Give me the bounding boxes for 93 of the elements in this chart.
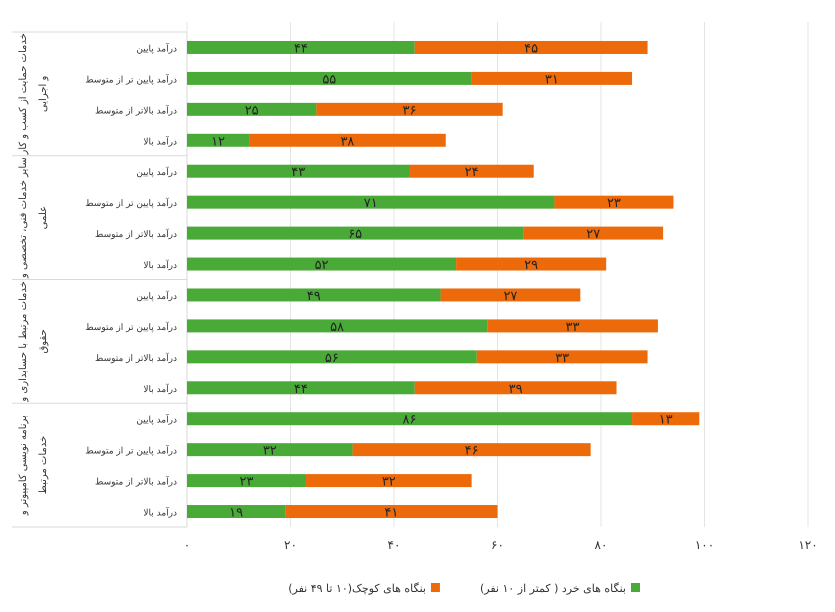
y-tick-label: درآمد بالا — [143, 382, 177, 395]
y-tick-label: درآمد پایین — [136, 42, 177, 54]
data-label: ۳۹ — [508, 382, 523, 397]
bar — [414, 381, 617, 394]
data-label: ۴۶ — [464, 444, 479, 459]
y-tick-label: درآمد بالا — [143, 259, 177, 272]
data-label: ۱۲ — [211, 134, 226, 150]
data-label: ۸۶ — [402, 412, 417, 428]
data-label: ۵۲ — [314, 258, 329, 274]
bar — [316, 102, 503, 116]
data-label: ۱۹ — [229, 506, 244, 521]
x-tick-label: ۰ — [184, 538, 190, 552]
bar — [306, 474, 472, 488]
data-label: ۳۳ — [566, 320, 580, 335]
y-tick-label: درآمد پایین تر از متوسط — [85, 320, 177, 333]
bar — [187, 412, 632, 426]
bar — [249, 134, 446, 147]
data-label: ۲۷ — [503, 288, 518, 304]
x-tick-label: ۶۰ — [491, 538, 504, 552]
data-label: ۳۸ — [340, 134, 354, 150]
data-label: ۵۶ — [324, 350, 339, 366]
y-tick-label: درآمد بالاتر از متوسط — [95, 476, 177, 488]
bar — [187, 505, 286, 518]
y-tick-label: درآمد پایین — [136, 290, 177, 302]
y-tick-label: درآمد پایین تر از متوسط — [85, 197, 177, 210]
bar — [523, 226, 664, 240]
data-label: ۳۲ — [262, 444, 277, 459]
y-tick-label: درآمد بالاتر از متوسط — [95, 228, 177, 240]
y-tick-label: درآمد پایین — [136, 414, 177, 426]
data-label: ۲۵ — [244, 103, 259, 118]
bar — [187, 474, 306, 488]
x-tick-label: ۴۰ — [388, 538, 400, 552]
bar — [187, 196, 554, 209]
y-tick-label: درآمد بالاتر از متوسط — [95, 352, 177, 364]
data-label: ۲۳ — [606, 196, 621, 212]
data-label: ۳۱ — [544, 72, 559, 88]
bar — [187, 226, 524, 240]
bar — [487, 319, 658, 332]
x-tick-label: ۱۰۰ — [694, 538, 714, 552]
data-label: ۲۷ — [586, 227, 600, 242]
text: برنامه نویسی کامپیوتر و خدمات مرتبط — [18, 415, 49, 516]
data-label: ۲۳ — [240, 474, 254, 490]
data-label: ۵۵ — [322, 72, 336, 88]
bar — [187, 381, 415, 394]
bar — [187, 350, 477, 364]
data-label: ۳۶ — [402, 103, 417, 118]
bar — [187, 134, 250, 147]
text: سایر خدمات فنی، تخصصی و علمی — [18, 157, 49, 280]
data-label: ۱۳ — [658, 412, 673, 428]
bar — [352, 443, 591, 456]
text: خدمات حمایت از کسب و کار و اجرایی — [18, 33, 49, 156]
y-tick-label: درآمد پایین — [136, 166, 177, 178]
bar — [187, 164, 410, 178]
bar — [187, 288, 441, 302]
bar — [187, 40, 415, 54]
data-label: ۶۵ — [348, 227, 362, 242]
bar — [285, 505, 498, 518]
bar — [440, 288, 580, 302]
bar — [414, 40, 648, 54]
y-tick-label: درآمد بالا — [143, 506, 177, 519]
data-label: ۳۲ — [382, 474, 396, 490]
data-label: ۳۳ — [555, 350, 570, 366]
bar — [187, 72, 472, 85]
y-tick-label: درآمد پایین تر از متوسط — [85, 73, 177, 86]
text: خدمات مرتبط با حسابداری و حقوق — [18, 281, 49, 403]
bar — [456, 258, 606, 271]
x-tick-label: ۸۰ — [594, 538, 608, 552]
y-tick-label: درآمد بالاتر از متوسط — [95, 104, 177, 116]
data-label: ۴۳ — [291, 165, 306, 180]
bar — [472, 72, 632, 85]
data-label: ۴۴ — [294, 41, 308, 56]
data-label: ۲۴ — [464, 165, 479, 180]
bar — [187, 102, 316, 116]
data-label: ۴۵ — [524, 41, 538, 56]
bar — [632, 412, 700, 426]
bar — [476, 350, 648, 364]
bar — [187, 319, 488, 332]
data-label: ۲۹ — [524, 258, 538, 274]
legend-label: بنگاه های خرد ( کمتر از ۱۰ نفر) — [480, 582, 626, 595]
data-label: ۴۹ — [306, 288, 321, 304]
y-tick-label: درآمد پایین تر از متوسط — [85, 444, 177, 457]
x-tick-label: ۲۰ — [284, 538, 297, 552]
legend-label: بنگاه های کوچک(۱۰ تا ۴۹ نفر) — [288, 582, 426, 595]
y-tick-label: درآمد بالا — [143, 135, 177, 148]
bar — [554, 196, 674, 209]
bar — [187, 258, 456, 271]
bar — [410, 164, 534, 178]
data-label: ۴۴ — [294, 382, 308, 397]
data-label: ۴۱ — [384, 506, 398, 521]
bar — [187, 443, 353, 456]
data-label: ۷۱ — [364, 196, 378, 212]
data-label: ۵۸ — [330, 320, 344, 335]
x-tick-label: ۱۲۰ — [798, 538, 818, 552]
